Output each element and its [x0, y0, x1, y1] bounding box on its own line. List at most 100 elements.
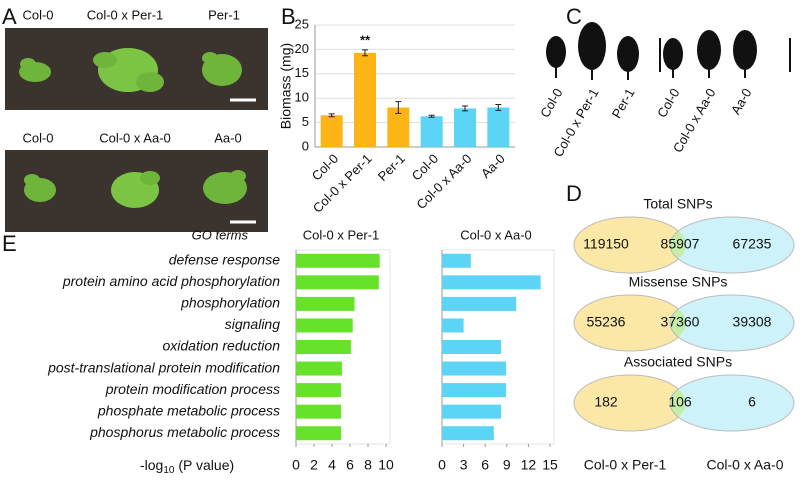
leaf-silhouettes	[546, 22, 791, 80]
x-axis-label: -log10 (P value)	[140, 457, 234, 476]
x-tick-label: 6	[481, 457, 489, 473]
x-tick-label: 0	[292, 457, 300, 473]
x-tick-label: 2	[310, 457, 318, 473]
bar	[442, 383, 507, 398]
photo-label: Col-0 x Per-1	[87, 7, 164, 22]
x-tick-label: 3	[460, 457, 468, 473]
venn-count: 37360	[661, 314, 700, 330]
x-tick-label: 4	[328, 457, 336, 473]
y-tick-label: 15	[295, 65, 309, 80]
bar	[442, 361, 507, 376]
panel-label: D	[566, 181, 582, 206]
bar	[296, 296, 355, 311]
photo-label: Per-1	[208, 7, 240, 22]
venn-overlap	[669, 295, 686, 351]
error-bar	[328, 113, 335, 118]
bar	[354, 52, 376, 147]
y-tick-label: 10	[295, 90, 309, 105]
error-bar	[495, 104, 502, 111]
annotation: **	[360, 32, 371, 47]
bar	[442, 426, 494, 441]
error-bar	[462, 105, 468, 112]
x-tick-label: 6	[346, 457, 354, 473]
go-header: GO terms	[192, 227, 249, 242]
venn-count: 67235	[733, 236, 772, 252]
error-bar	[362, 49, 368, 57]
x-label-sub: 10	[163, 465, 175, 476]
y-tick-label: 5	[302, 114, 309, 129]
x-tick-label: 10	[378, 457, 394, 473]
panel-label: C	[566, 4, 582, 29]
bar	[320, 115, 343, 147]
go-term: protein modification process	[105, 381, 280, 397]
bar	[442, 340, 502, 354]
panel-label: E	[2, 231, 17, 256]
leaf-label: Aa-0	[728, 86, 755, 117]
panel-label: A	[2, 4, 17, 29]
photo-panel	[5, 28, 268, 232]
venn-count: 119150	[583, 236, 629, 252]
go-term: phosphate metabolic process	[97, 402, 280, 418]
photo-label: Aa-0	[214, 130, 241, 145]
bar	[420, 116, 443, 147]
venn-overlap	[669, 217, 686, 273]
go-term: phosphorylation	[180, 295, 280, 311]
bar	[442, 404, 502, 419]
go-term: protein amino acid phosphorylation	[62, 273, 280, 289]
x-tick-label: 0	[438, 457, 446, 473]
venn-set-label: Col-0 x Aa-0	[706, 457, 783, 473]
bar	[296, 253, 380, 268]
y-tick-label: 0	[302, 138, 309, 153]
leaf-label: Col-0	[537, 86, 566, 120]
photo-label: Col-0 x Aa-0	[99, 130, 171, 145]
venn-set-label: Col-0 x Per-1	[584, 457, 667, 473]
bar	[296, 383, 341, 398]
x-tick-label: Per-1	[375, 151, 408, 184]
bar	[454, 108, 476, 147]
venn-overlap	[669, 375, 686, 431]
x-label-part: -log	[140, 457, 163, 473]
venn-title: Total SNPs	[643, 196, 712, 212]
venn-title: Associated SNPs	[624, 354, 732, 370]
bar	[296, 361, 342, 376]
venn-count: 85907	[661, 236, 700, 252]
leaf-label: Per-1	[609, 86, 638, 121]
x-tick-label: 9	[503, 457, 511, 473]
error-bar	[428, 114, 435, 118]
venn-count: 106	[668, 394, 692, 410]
x-tick-label: 12	[521, 457, 537, 473]
go-term: oxidation reduction	[162, 338, 280, 354]
go-term: signaling	[225, 316, 280, 332]
venn-count: 55236	[587, 314, 626, 330]
bar	[442, 318, 464, 333]
bar	[442, 275, 541, 290]
y-axis-label: Biomass (mg)	[278, 43, 294, 129]
y-tick-label: 20	[295, 41, 309, 56]
venn-count: 39308	[733, 314, 772, 330]
bar	[296, 426, 341, 441]
plants	[19, 48, 247, 208]
x-tick-label: 15	[542, 457, 558, 473]
bar	[296, 275, 379, 290]
photo-label: Col-0	[22, 7, 53, 22]
bar	[487, 107, 510, 147]
panel-label: B	[281, 4, 296, 29]
chart-title: Col-0 x Aa-0	[460, 227, 532, 242]
x-tick-label: 8	[364, 457, 372, 473]
go-term: post-translational protein modification	[47, 359, 280, 375]
go-term: defense response	[169, 251, 281, 267]
bar	[296, 404, 341, 419]
bar	[387, 107, 410, 147]
leaf-label: Col-0	[654, 86, 683, 120]
venn-count: 182	[594, 394, 618, 410]
photo-label: Col-0	[22, 130, 53, 145]
x-tick-label: Aa-0	[478, 151, 508, 181]
bar	[296, 318, 353, 333]
bar	[296, 340, 351, 354]
venn-count: 6	[748, 394, 756, 410]
chart-title: Col-0 x Per-1	[303, 227, 380, 242]
y-tick-label: 25	[295, 16, 309, 31]
go-term: phosphorus metabolic process	[89, 424, 280, 440]
bar	[442, 253, 471, 268]
